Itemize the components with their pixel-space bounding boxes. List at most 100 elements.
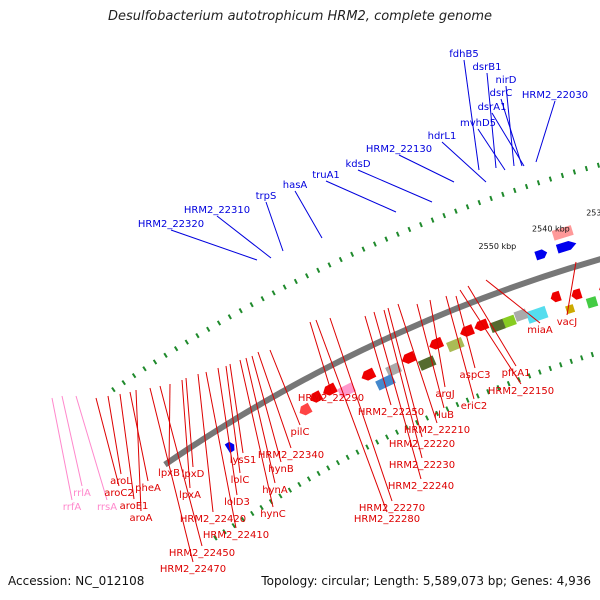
inner-ruler-tick bbox=[316, 470, 321, 477]
gene-label-hdrl1: hdrL1 bbox=[428, 131, 457, 142]
inner-ruler-tick bbox=[496, 384, 501, 391]
gene-label-hasa: hasA bbox=[283, 180, 308, 191]
reverse-feature-block bbox=[401, 350, 417, 364]
ruler-label: 2540 kbp bbox=[532, 224, 570, 233]
outer-ruler-tick bbox=[271, 290, 276, 296]
inner-ruler-tick bbox=[306, 476, 312, 482]
rev-leader-line bbox=[309, 321, 332, 392]
rev-leader-line bbox=[315, 319, 388, 513]
forward-feature-block bbox=[551, 225, 574, 241]
inner-ruler-tick bbox=[580, 355, 584, 361]
gene-label-fdhb5: fdhB5 bbox=[449, 49, 478, 60]
gene-label-hrm2-22340: HRM2_22340 bbox=[258, 450, 324, 461]
outer-ruler-tick bbox=[131, 373, 137, 379]
outer-ruler-tick bbox=[524, 183, 529, 190]
outer-ruler-tick bbox=[596, 162, 600, 168]
gene-label-hrm2-22270: HRM2_22270 bbox=[359, 503, 425, 514]
rev-leader-line bbox=[566, 261, 577, 316]
inner-ruler-tick bbox=[375, 439, 380, 445]
rev-leader-line bbox=[245, 357, 276, 484]
gene-label-rrsa: rrsA bbox=[97, 502, 117, 513]
rev-leader-line bbox=[251, 355, 282, 463]
gene-label-hrm2-22130: HRM2_22130 bbox=[366, 144, 432, 155]
rev-leader-line bbox=[257, 351, 292, 449]
ruler-labels: 2490 kbp2500 kbp2510 kbp2520 kbp2530 kbp… bbox=[479, 208, 600, 251]
gene-label-lyss1: lysS1 bbox=[230, 455, 257, 466]
gene-label-hrm2-22320: HRM2_22320 bbox=[138, 219, 204, 230]
reverse-feature-block bbox=[310, 390, 324, 403]
gene-label-hrm2-22420: HRM2_22420 bbox=[180, 514, 246, 525]
rev-leader-line bbox=[239, 359, 274, 508]
gene-label-aroc2: aroC2 bbox=[104, 488, 133, 499]
reverse-feature-block bbox=[502, 314, 517, 329]
reverse-feature-block bbox=[446, 336, 465, 353]
inner-ruler-tick bbox=[415, 419, 419, 426]
gene-label-aroe1: aroE1 bbox=[120, 501, 149, 512]
gene-label-hrm2-22470: HRM2_22470 bbox=[160, 564, 226, 575]
rev-leader-line bbox=[445, 295, 475, 400]
rev-leader-line bbox=[467, 285, 517, 367]
rev-leader-line bbox=[185, 377, 194, 468]
inner-ruler-tick bbox=[240, 516, 246, 523]
gene-label-hrm2-22030: HRM2_22030 bbox=[522, 90, 588, 101]
ruler-label: 2530 kbp bbox=[586, 208, 600, 217]
outer-ruler-tick bbox=[572, 169, 577, 175]
outer-ruler-tick bbox=[238, 308, 243, 314]
outer-ruler-tick bbox=[395, 231, 400, 237]
rev-leader-line bbox=[416, 303, 445, 409]
inner-ruler-tick bbox=[486, 389, 490, 395]
inner-ruler-tick bbox=[222, 529, 227, 535]
gene-label-lold3: lolD3 bbox=[224, 497, 250, 508]
rev-leader-line bbox=[269, 349, 301, 426]
gene-label-arol: aroL bbox=[110, 476, 132, 487]
rev-leader-line bbox=[181, 379, 191, 489]
outer-ruler-tick bbox=[465, 204, 470, 210]
gene-label-rrla: rrlA bbox=[73, 488, 91, 499]
inner-ruler-tick bbox=[259, 504, 264, 511]
rna-leader-line bbox=[75, 395, 108, 501]
gene-label-hrm2-22410: HRM2_22410 bbox=[203, 530, 269, 541]
outer-ruler-tick bbox=[361, 246, 366, 252]
outer-ruler-tick bbox=[548, 176, 553, 182]
outer-ruler-tick bbox=[477, 199, 482, 206]
inner-ruler-tick bbox=[506, 380, 511, 387]
inner-ruler-tick bbox=[355, 449, 360, 455]
rev-leader-line bbox=[429, 299, 446, 388]
gene-label-hynb: hynB bbox=[268, 464, 294, 475]
inner-ruler-tick bbox=[385, 434, 390, 440]
gene-label-dsrb1: dsrB1 bbox=[473, 62, 502, 73]
rev-leader-line bbox=[225, 365, 241, 474]
fwd-leader-line bbox=[463, 59, 480, 171]
outer-ruler-tick bbox=[584, 165, 589, 172]
reverse-feature-block bbox=[375, 373, 396, 391]
inner-ruler-tick bbox=[538, 369, 542, 375]
gene-label-hrm2-22230: HRM2_22230 bbox=[389, 460, 455, 471]
rev-leader-line bbox=[119, 393, 135, 500]
outer-ruler-tick bbox=[227, 314, 232, 320]
gene-label-mvhd5: mvhD5 bbox=[460, 118, 496, 129]
reverse-feature-block bbox=[525, 305, 549, 324]
outer-ruler-tick bbox=[501, 191, 505, 198]
gene-label-trua1: truA1 bbox=[312, 170, 340, 181]
outer-ruler-tick bbox=[442, 212, 447, 219]
gene-label-lpxb: lpxB bbox=[158, 468, 180, 479]
gene-label-hrm2-22250: HRM2_22250 bbox=[358, 407, 424, 418]
gene-label-eric2: eriC2 bbox=[461, 401, 487, 412]
fwd-leader-line bbox=[535, 100, 556, 163]
fwd-leader-line bbox=[398, 154, 455, 183]
gene-label-aroa: aroA bbox=[130, 513, 153, 524]
rev-leader-line bbox=[229, 363, 244, 454]
outer-ruler-tick bbox=[111, 387, 116, 393]
inner-ruler-tick bbox=[569, 358, 574, 364]
rev-leader-line bbox=[373, 311, 422, 480]
rna-leader-line bbox=[61, 395, 83, 487]
fwd-leader-line bbox=[357, 169, 433, 203]
gene-label-hrm2-22150: HRM2_22150 bbox=[488, 386, 554, 397]
outer-ruler-tick bbox=[316, 267, 321, 273]
outer-ruler-tick bbox=[350, 251, 355, 258]
outer-ruler-tick bbox=[430, 217, 435, 223]
inner-ruler-tick bbox=[278, 493, 283, 499]
fwd-leader-line bbox=[505, 85, 515, 167]
fwd-leader-line bbox=[325, 180, 397, 213]
